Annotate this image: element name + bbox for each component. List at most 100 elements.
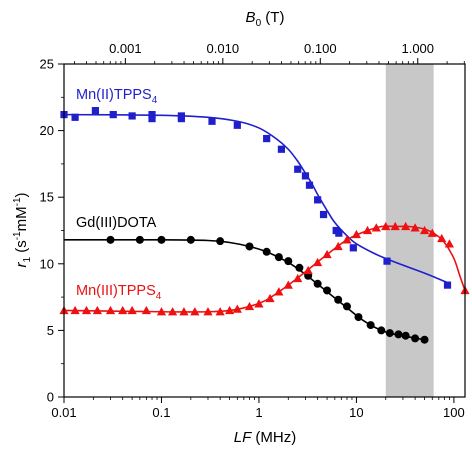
data-point-circle bbox=[135, 235, 144, 244]
data-point-circle bbox=[385, 329, 394, 338]
data-point-triangle bbox=[342, 235, 352, 244]
data-point-triangle bbox=[427, 228, 437, 237]
labels-layer: LF (MHz) B0 (T) r1 (s-1mM-1) Mn(II)TPPS4… bbox=[12, 9, 296, 446]
data-point-square bbox=[208, 117, 216, 125]
data-point-triangle bbox=[203, 307, 213, 316]
data-point-triangle bbox=[179, 307, 189, 316]
data-point-circle bbox=[313, 279, 322, 288]
x-tick-label: 100 bbox=[443, 405, 465, 420]
data-point-circle bbox=[274, 253, 283, 262]
data-point-triangle bbox=[371, 223, 381, 232]
data-point-triangle bbox=[190, 307, 200, 316]
series-label-gd3-dota: Gd(III)DOTA bbox=[76, 215, 157, 231]
data-point-circle bbox=[216, 237, 225, 246]
data-point-square bbox=[148, 111, 156, 119]
data-point-circle bbox=[262, 247, 271, 256]
data-point-triangle bbox=[70, 305, 80, 315]
data-point-triangle bbox=[167, 307, 178, 316]
data-point-triangle bbox=[274, 287, 284, 296]
data-point-circle bbox=[106, 235, 115, 244]
data-point-square bbox=[335, 229, 343, 237]
y-tick-label: 25 bbox=[40, 57, 54, 72]
data-point-triangle bbox=[283, 280, 293, 289]
data-point-square bbox=[319, 210, 328, 219]
data-point-triangle bbox=[313, 257, 323, 267]
data-point-square bbox=[314, 196, 322, 204]
data-point-square bbox=[177, 112, 185, 120]
data-point-triangle bbox=[351, 229, 362, 239]
data-point-circle bbox=[334, 295, 343, 304]
data-point-triangle bbox=[118, 305, 128, 315]
data-point-circle bbox=[366, 321, 375, 330]
y-tick-label: 10 bbox=[40, 256, 54, 271]
data-point-triangle bbox=[81, 305, 92, 315]
y-tick-label: 5 bbox=[47, 323, 54, 338]
data-point-triangle bbox=[232, 304, 242, 313]
data-point-square bbox=[91, 107, 100, 115]
data-point-triangle bbox=[141, 305, 151, 315]
data-point-circle bbox=[284, 257, 293, 266]
data-point-triangle bbox=[265, 293, 275, 303]
y-tick-label: 15 bbox=[40, 190, 54, 205]
data-point-triangle bbox=[381, 221, 391, 231]
data-point-triangle bbox=[156, 307, 167, 316]
x-tick-label: 0.1 bbox=[152, 405, 170, 420]
data-point-circle bbox=[411, 334, 420, 343]
data-point-circle bbox=[186, 235, 195, 244]
data-point-triangle bbox=[244, 301, 255, 311]
data-point-square bbox=[383, 257, 391, 265]
data-point-circle bbox=[401, 331, 410, 340]
top-axis-label: B0 (T) bbox=[246, 9, 285, 29]
data-point-triangle bbox=[362, 225, 373, 235]
data-point-square bbox=[349, 244, 357, 252]
data-point-square bbox=[443, 281, 452, 289]
data-point-triangle bbox=[303, 265, 313, 275]
data-point-triangle bbox=[333, 241, 343, 251]
data-point-triangle bbox=[92, 305, 102, 315]
data-point-triangle bbox=[225, 305, 235, 315]
data-point-triangle bbox=[410, 223, 420, 232]
data-point-square bbox=[263, 134, 271, 143]
x-tick-label: 1 bbox=[255, 405, 262, 420]
data-point-triangle bbox=[105, 305, 116, 315]
data-point-triangle bbox=[437, 233, 447, 243]
top-tick-label: 1.000 bbox=[401, 41, 434, 56]
data-point-triangle bbox=[293, 273, 303, 283]
data-point-square bbox=[71, 113, 79, 121]
y-tick-label: 0 bbox=[47, 390, 54, 405]
data-point-square bbox=[233, 121, 241, 129]
data-point-triangle bbox=[401, 221, 411, 231]
data-point-circle bbox=[157, 235, 166, 244]
data-point-circle bbox=[323, 286, 332, 295]
data-point-circle bbox=[342, 302, 351, 311]
data-point-square bbox=[301, 172, 310, 180]
data-point-square bbox=[277, 145, 286, 153]
data-point-circle bbox=[245, 242, 254, 251]
y-tick-label: 20 bbox=[40, 123, 54, 138]
data-point-square bbox=[305, 181, 314, 189]
top-tick-label: 0.100 bbox=[304, 41, 337, 56]
data-point-triangle bbox=[215, 307, 225, 316]
x-tick-label: 10 bbox=[349, 405, 363, 420]
x-tick-label: 0.01 bbox=[51, 405, 76, 420]
data-point-circle bbox=[394, 330, 403, 339]
series-label-mn2-tpps4: Mn(II)TPPS4 bbox=[76, 87, 158, 106]
data-point-circle bbox=[295, 263, 304, 272]
data-points-layer bbox=[59, 107, 470, 344]
data-point-square bbox=[148, 115, 156, 123]
x-axis-label: LF (MHz) bbox=[234, 429, 297, 446]
data-point-square bbox=[109, 111, 117, 119]
data-point-triangle bbox=[444, 239, 455, 248]
data-point-triangle bbox=[322, 249, 332, 259]
data-point-square bbox=[294, 165, 302, 173]
data-point-triangle bbox=[390, 221, 400, 231]
data-point-circle bbox=[420, 335, 429, 344]
y-axis-label: r1 (s-1mM-1) bbox=[12, 192, 33, 267]
axes-layer: 0.01 0.1 1 10 100 0.001 0.010 0.100 1.000 0 5 10 15 2… bbox=[40, 41, 466, 420]
data-point-triangle bbox=[127, 305, 137, 315]
data-point-square bbox=[128, 112, 136, 120]
series-label-mn3-tpps4: Mn(III)TPPS4 bbox=[76, 283, 162, 302]
top-tick-label: 0.001 bbox=[109, 41, 142, 56]
data-point-triangle bbox=[254, 299, 264, 308]
data-point-triangle bbox=[419, 225, 430, 235]
